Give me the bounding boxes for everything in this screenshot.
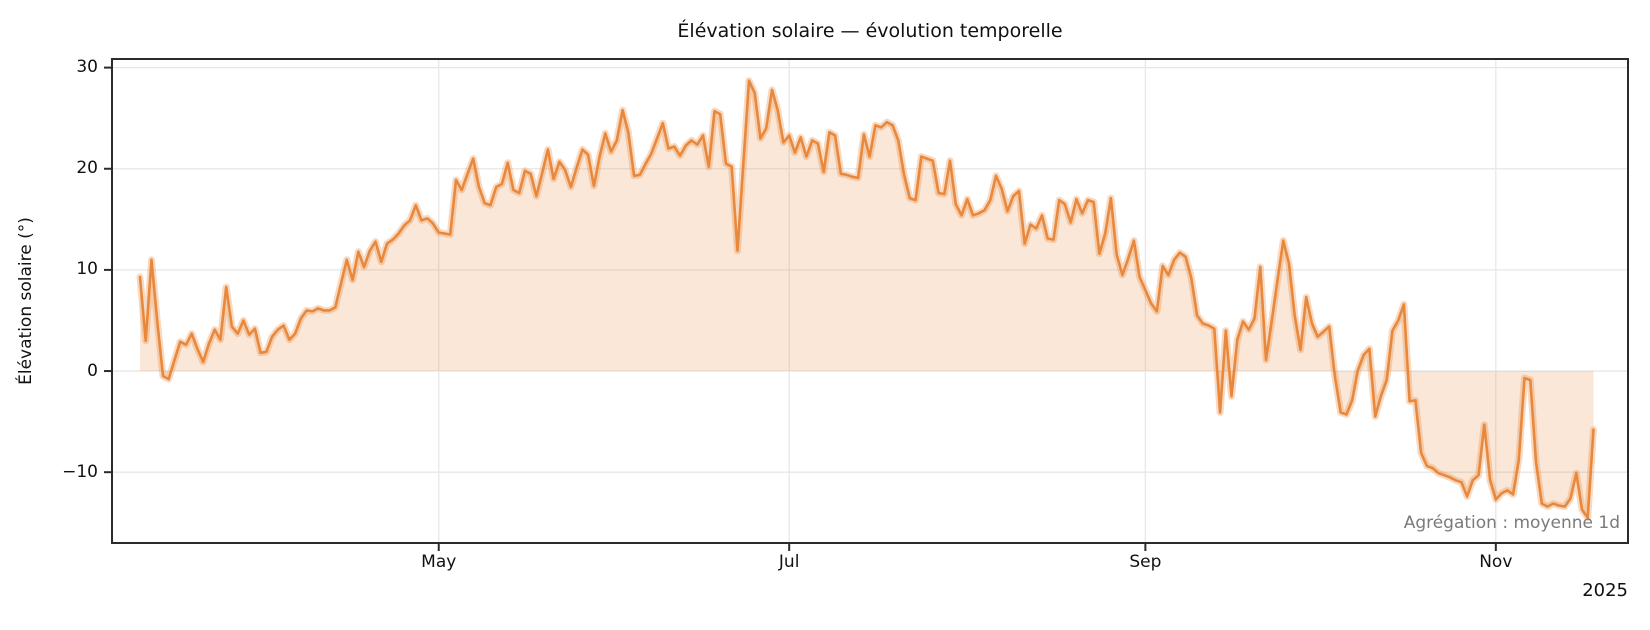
y-tick-label: 0 (87, 360, 98, 381)
chart-title: Élévation solaire — évolution temporelle (677, 20, 1063, 42)
y-tick-label: 10 (76, 259, 98, 280)
y-tick-label: 30 (76, 57, 98, 78)
y-tick-label: 20 (76, 158, 98, 179)
series-line (138, 79, 1595, 519)
y-tick-label: −10 (62, 461, 98, 482)
x-tick-label: May (421, 552, 457, 572)
area-fill (140, 80, 1594, 518)
axes-frame (111, 58, 1629, 544)
aggregation-annotation: Agrégation : moyenne 1d (1403, 513, 1620, 533)
y-axis-label: Élévation solaire (°) (16, 217, 36, 385)
x-axis-year-label: 2025 (1582, 580, 1628, 601)
x-tick-label: Jul (778, 552, 800, 572)
x-tick-label: Sep (1129, 552, 1162, 572)
x-tick-label: Nov (1479, 552, 1513, 572)
